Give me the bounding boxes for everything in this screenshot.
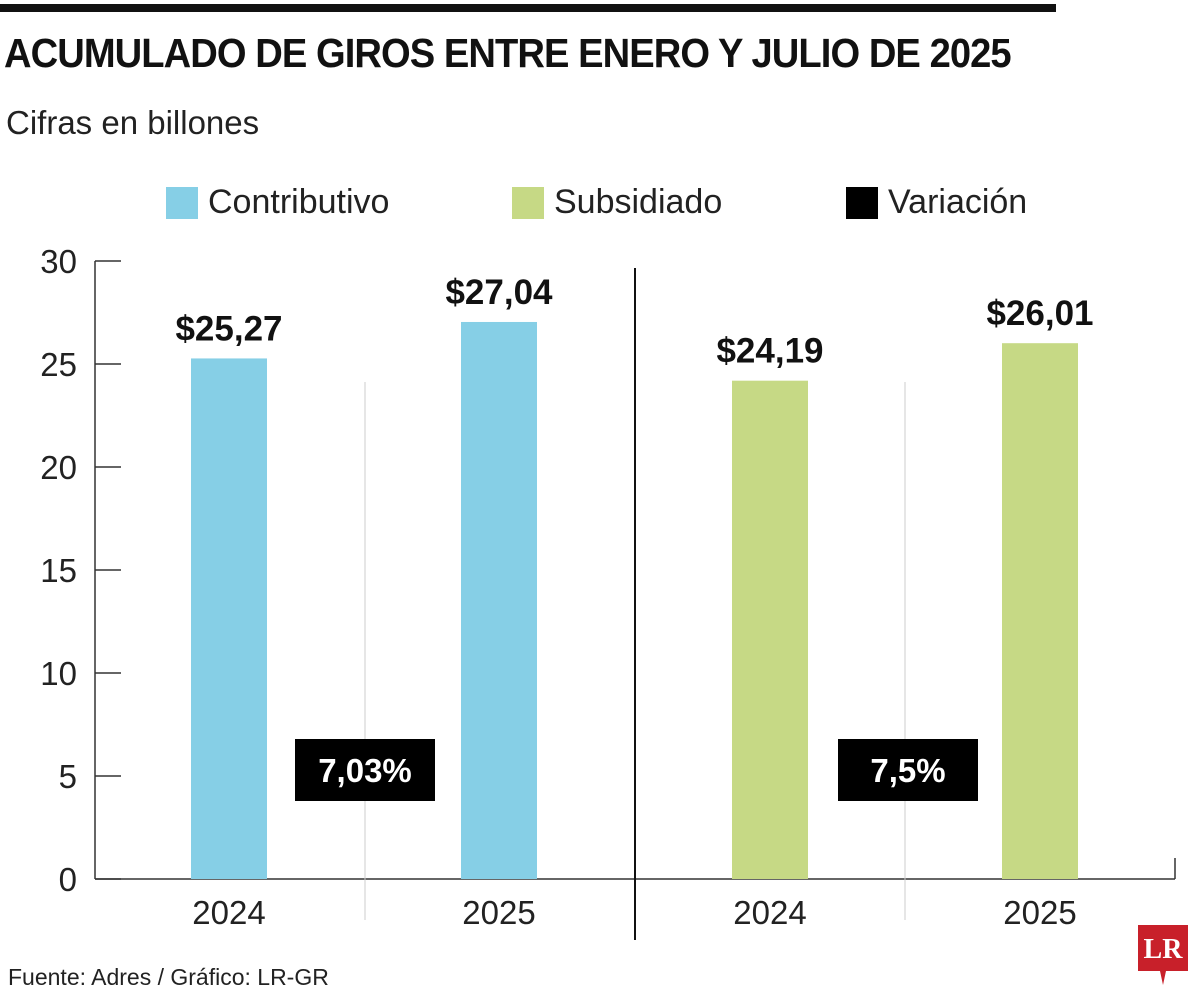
- svg-text:LR: LR: [1144, 934, 1184, 965]
- legend-item-variacion: Variación: [846, 183, 1027, 222]
- y-tick-label: 0: [59, 861, 77, 898]
- data-label: $24,19: [716, 332, 823, 371]
- variation-box: [295, 739, 435, 801]
- source-note: Fuente: Adres / Gráfico: LR-GR: [8, 964, 329, 990]
- bar: [1002, 343, 1078, 880]
- x-tick-label: 2025: [462, 894, 535, 931]
- y-tick-label: 15: [40, 552, 77, 589]
- bar: [191, 358, 267, 879]
- legend-swatch: [512, 186, 544, 219]
- y-tick-label: 25: [40, 346, 77, 383]
- top-rule: [0, 4, 1056, 12]
- chart-subtitle: Cifras en billones: [6, 104, 260, 141]
- legend-item-subsidiado: Subsidiado: [512, 183, 722, 222]
- y-tick-label: 30: [40, 243, 77, 280]
- data-label: $25,27: [175, 309, 282, 348]
- legend-label: Variación: [888, 183, 1028, 221]
- bar: [461, 321, 537, 879]
- x-tick-label: 2025: [1003, 894, 1076, 931]
- y-tick-label: 10: [40, 655, 77, 692]
- x-tick-label: 2024: [192, 894, 265, 931]
- data-label: $26,01: [986, 294, 1093, 333]
- x-tick-label: 2024: [733, 894, 806, 931]
- lr-logo: LR: [1138, 925, 1188, 985]
- bar: [732, 380, 808, 879]
- legend: Contributivo Subsidiado Variación: [0, 183, 1200, 227]
- data-label: $27,04: [445, 273, 553, 312]
- legend-label: Subsidiado: [554, 183, 723, 221]
- legend-label: Contributivo: [208, 183, 390, 221]
- legend-item-contributivo: Contributivo: [166, 183, 389, 222]
- chart-title: ACUMULADO DE GIROS ENTRE ENERO Y JULIO D…: [4, 30, 1012, 76]
- legend-swatch: [846, 186, 878, 219]
- y-tick-label: 5: [59, 758, 77, 795]
- variation-label: 7,03%: [318, 752, 412, 789]
- y-tick-label: 20: [40, 449, 77, 486]
- variation-label: 7,5%: [870, 752, 945, 789]
- legend-swatch: [166, 186, 198, 219]
- variation-box: [838, 739, 978, 801]
